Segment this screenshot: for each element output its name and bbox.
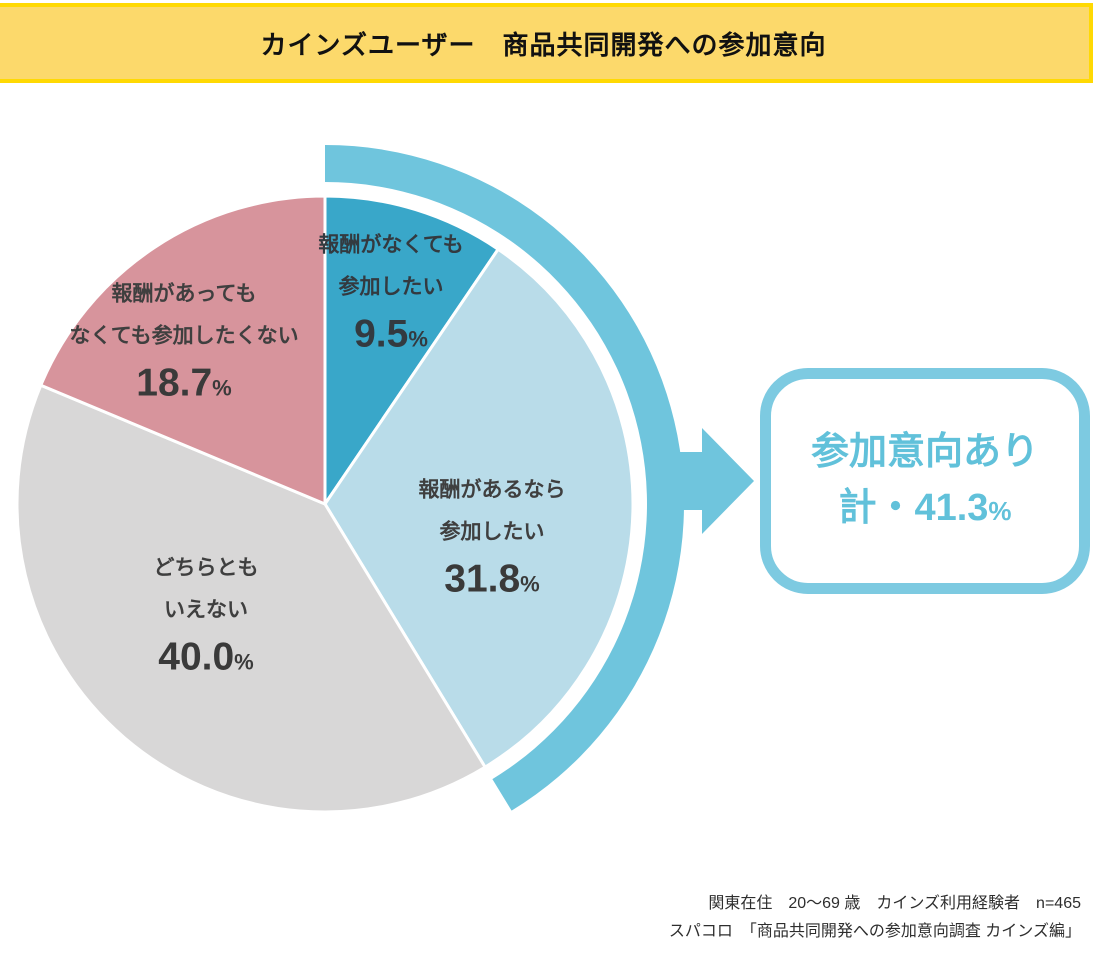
pie-slice-1 xyxy=(323,247,635,769)
slice-label-text: 参加したい xyxy=(439,520,545,544)
source-note: 関東在住 20〜69 歳 カインズ利用経験者 n=465 スパコロ 「商品共同開… xyxy=(669,890,1081,946)
percent-symbol: % xyxy=(212,375,232,401)
arrow-right-icon xyxy=(664,428,754,534)
title-bar: カインズユーザー 商品共同開発への参加意向 xyxy=(0,3,1093,83)
slice-value: 18.7% xyxy=(136,361,232,405)
slice-label-text: なくても参加したくない xyxy=(69,324,299,348)
source-note-line2: スパコロ 「商品共同開発への参加意向調査 カインズ編」 xyxy=(668,923,1081,940)
percent-symbol: % xyxy=(408,326,428,352)
callout-line1: 参加意向あり xyxy=(810,430,1039,473)
percent-symbol: % xyxy=(234,649,254,675)
slice-value: 9.5% xyxy=(354,312,428,356)
participation-total-callout: 参加意向あり 計・41.3% xyxy=(760,368,1090,594)
percent-symbol: % xyxy=(988,495,1012,526)
pie-slice-0 xyxy=(323,194,500,506)
slice-label-text: どちらとも xyxy=(153,556,259,580)
callout-line2: 計・41.3% xyxy=(838,486,1012,529)
pie-slice-3 xyxy=(39,194,327,506)
slice-value: 31.8% xyxy=(444,557,540,601)
slice-label-text: 報酬がなくても xyxy=(318,233,464,257)
slice-label-text: 報酬があるなら xyxy=(418,478,566,502)
highlight-arc xyxy=(325,145,684,811)
page-title: カインズユーザー 商品共同開発への参加意向 xyxy=(260,29,827,60)
slice-label-no-reward: 報酬がなくても 参加したい 9.5% xyxy=(318,225,463,362)
source-note-line1: 関東在住 20〜69 歳 カインズ利用経験者 n=465 xyxy=(708,895,1081,912)
slice-label-not-participate: 報酬があっても なくても参加したくない 18.7% xyxy=(69,274,298,411)
pie-slice-2 xyxy=(15,383,487,814)
slice-label-with-reward: 報酬があるなら 参加したい 31.8% xyxy=(419,470,566,607)
percent-symbol: % xyxy=(520,571,540,597)
slice-value: 40.0% xyxy=(158,635,254,679)
slice-label-text: 参加したい xyxy=(338,275,444,299)
slice-label-neutral: どちらとも いえない 40.0% xyxy=(154,548,259,685)
slice-label-text: 報酬があっても xyxy=(111,282,257,306)
slice-label-text: いえない xyxy=(164,598,248,622)
